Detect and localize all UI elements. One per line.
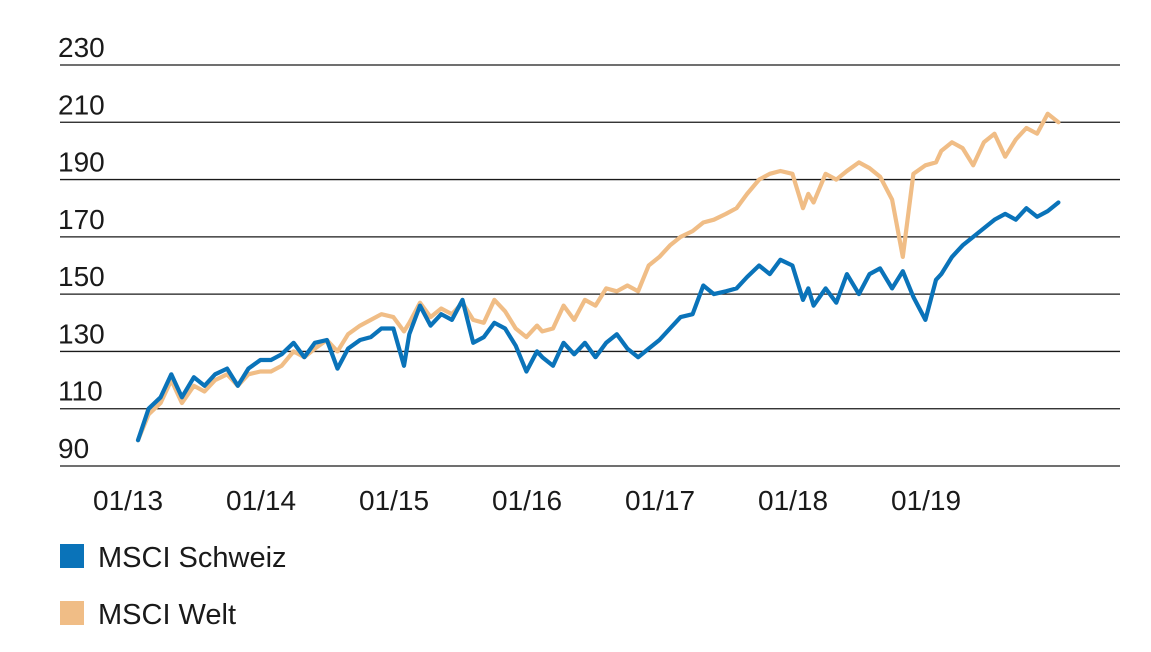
x-tick-label: 01/19 xyxy=(891,485,961,516)
y-tick-label: 90 xyxy=(58,433,89,464)
x-tick-label: 01/14 xyxy=(226,485,296,516)
y-tick-label: 150 xyxy=(58,261,105,292)
x-tick-label: 01/15 xyxy=(359,485,429,516)
legend-swatch xyxy=(60,544,84,568)
series-line-msci-welt xyxy=(135,111,1061,443)
series-line-msci-schweiz xyxy=(135,200,1061,443)
y-axis: 90 110 130 150 170 190 210 230 xyxy=(58,32,105,464)
y-tick-label: 210 xyxy=(58,89,105,120)
y-tick-label: 190 xyxy=(58,147,105,178)
x-axis: 01/13 01/14 01/15 01/16 01/17 01/18 01/19 xyxy=(93,485,961,516)
legend-swatch xyxy=(60,601,84,625)
legend-label: MSCI Welt xyxy=(98,599,236,631)
series xyxy=(135,111,1061,443)
grid xyxy=(60,64,1120,467)
y-tick-label: 230 xyxy=(58,32,105,63)
x-tick-label: 01/17 xyxy=(625,485,695,516)
y-tick-label: 110 xyxy=(58,376,103,407)
y-tick-label: 170 xyxy=(58,204,105,235)
y-tick-label: 130 xyxy=(58,318,105,349)
legend-label: MSCI Schweiz xyxy=(98,542,287,574)
x-tick-label: 01/18 xyxy=(758,485,828,516)
x-tick-label: 01/13 xyxy=(93,485,163,516)
x-tick-label: 01/16 xyxy=(492,485,562,516)
legend: MSCI Schweiz MSCI Welt xyxy=(60,542,287,631)
